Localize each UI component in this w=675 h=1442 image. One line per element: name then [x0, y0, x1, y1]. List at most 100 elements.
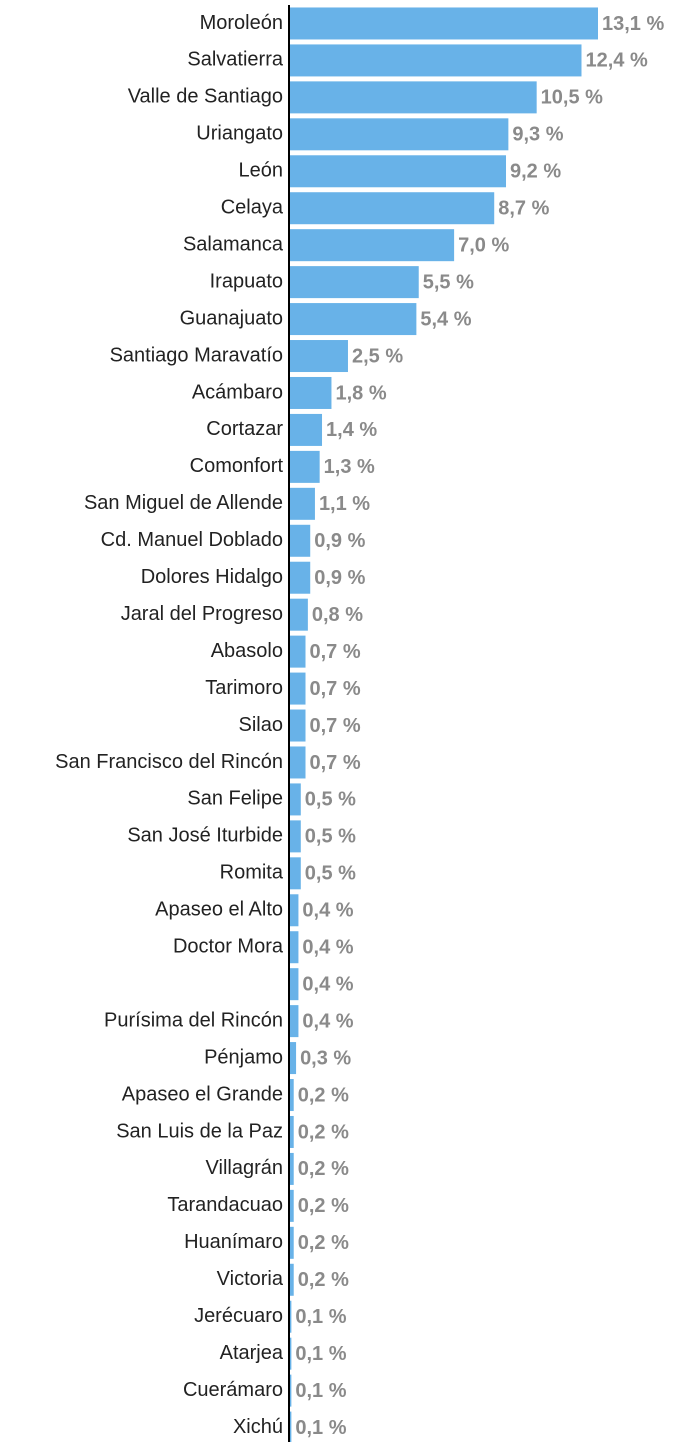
- value-label: 0,7 %: [310, 678, 361, 700]
- value-label: 0,9 %: [314, 530, 365, 552]
- value-label: 13,1 %: [602, 13, 664, 35]
- value-label: 0,2 %: [298, 1158, 349, 1180]
- value-label: 0,2 %: [298, 1232, 349, 1254]
- category-label: Cuerámaro: [183, 1379, 283, 1401]
- bar: [289, 1152, 294, 1185]
- bar: [289, 7, 598, 40]
- bar: [289, 1337, 292, 1370]
- category-label: Irapuato: [210, 270, 283, 292]
- bar: [289, 1079, 294, 1112]
- category-label: Valle de Santiago: [128, 86, 283, 108]
- category-label: Cortazar: [206, 418, 283, 440]
- category-label: Silao: [239, 714, 283, 736]
- value-label: 0,5 %: [305, 826, 356, 848]
- category-label: Jerécuaro: [194, 1305, 283, 1327]
- value-label: 0,2 %: [298, 1121, 349, 1143]
- value-label: 0,4 %: [302, 973, 353, 995]
- bar: [289, 155, 507, 188]
- bar: [289, 820, 301, 853]
- category-label: Cd. Manuel Doblado: [101, 529, 283, 551]
- bar: [289, 192, 495, 225]
- bar: [289, 487, 315, 520]
- category-label: San José Iturbide: [127, 825, 283, 847]
- bar: [289, 1115, 294, 1148]
- value-label: 5,4 %: [420, 308, 471, 330]
- bar: [289, 1042, 297, 1075]
- category-label: Comonfort: [190, 455, 284, 477]
- bar: [289, 44, 582, 77]
- category-label: Guanajuato: [180, 307, 283, 329]
- category-label: Uriangato: [196, 123, 283, 145]
- category-label: Jaral del Progreso: [121, 603, 283, 625]
- category-label: San Francisco del Rincón: [55, 751, 283, 773]
- value-label: 9,2 %: [510, 161, 561, 183]
- bar: [289, 783, 301, 816]
- category-label: Apaseo el Grande: [122, 1083, 283, 1105]
- value-label: 0,4 %: [302, 900, 353, 922]
- bar: [289, 709, 306, 742]
- bar: [289, 746, 306, 779]
- bar: [289, 1300, 292, 1333]
- category-label: Xichú: [233, 1416, 283, 1438]
- value-label: 1,3 %: [324, 456, 375, 478]
- bar: [289, 1411, 292, 1442]
- bar: [289, 340, 348, 373]
- value-label: 2,5 %: [352, 345, 403, 367]
- bar: [289, 598, 308, 631]
- value-label: 0,1 %: [295, 1417, 346, 1439]
- category-label: San Felipe: [187, 788, 283, 810]
- value-label: 10,5 %: [541, 87, 603, 109]
- category-label: Acámbaro: [192, 381, 283, 403]
- bar: [289, 450, 320, 483]
- value-label: 0,2 %: [298, 1084, 349, 1106]
- value-label: 0,4 %: [302, 1010, 353, 1032]
- category-label: Abasolo: [211, 640, 283, 662]
- category-label: Moroleón: [200, 12, 283, 34]
- category-label: Dolores Hidalgo: [141, 566, 283, 588]
- category-label: Tarandacuao: [167, 1194, 283, 1216]
- value-label: 0,7 %: [310, 641, 361, 663]
- bar: [289, 894, 299, 927]
- category-label: Atarjea: [220, 1342, 284, 1364]
- bar: [289, 1005, 299, 1038]
- bar: [289, 561, 311, 594]
- value-label: 0,3 %: [300, 1047, 351, 1069]
- value-label: 0,2 %: [298, 1269, 349, 1291]
- category-label: Pénjamo: [204, 1046, 283, 1068]
- value-label: 0,9 %: [314, 567, 365, 589]
- category-label: Huanímaro: [184, 1231, 283, 1253]
- value-label: 8,7 %: [498, 198, 549, 220]
- bar: [289, 857, 301, 890]
- category-label: Apaseo el Alto: [155, 899, 283, 921]
- value-label: 0,7 %: [310, 752, 361, 774]
- category-label: San Miguel de Allende: [84, 492, 283, 514]
- bar: [289, 376, 332, 409]
- value-label: 9,3 %: [512, 124, 563, 146]
- category-label: Tarimoro: [205, 677, 283, 699]
- category-label: San Luis de la Paz: [116, 1120, 283, 1142]
- bar: [289, 931, 299, 964]
- category-label: Purísima del Rincón: [104, 1009, 283, 1031]
- bar: [289, 1189, 294, 1222]
- value-label: 1,1 %: [319, 493, 370, 515]
- category-label: Doctor Mora: [173, 936, 284, 958]
- value-label: 0,7 %: [310, 715, 361, 737]
- value-label: 12,4 %: [585, 50, 647, 72]
- bar: [289, 635, 306, 668]
- bar: [289, 1226, 294, 1259]
- category-label: Salvatierra: [187, 49, 283, 71]
- category-label: Santiago Maravatío: [110, 344, 283, 366]
- bar: [289, 266, 419, 299]
- value-label: 0,8 %: [312, 604, 363, 626]
- value-label: 0,4 %: [302, 937, 353, 959]
- bar: [289, 1263, 294, 1296]
- bar: [289, 524, 311, 557]
- value-label: 0,1 %: [295, 1380, 346, 1402]
- bar: [289, 81, 537, 114]
- bar: [289, 303, 417, 336]
- category-label: León: [239, 160, 284, 182]
- bar: [289, 229, 455, 262]
- value-label: 7,0 %: [458, 234, 509, 256]
- bar: [289, 413, 323, 446]
- value-label: 0,1 %: [295, 1343, 346, 1365]
